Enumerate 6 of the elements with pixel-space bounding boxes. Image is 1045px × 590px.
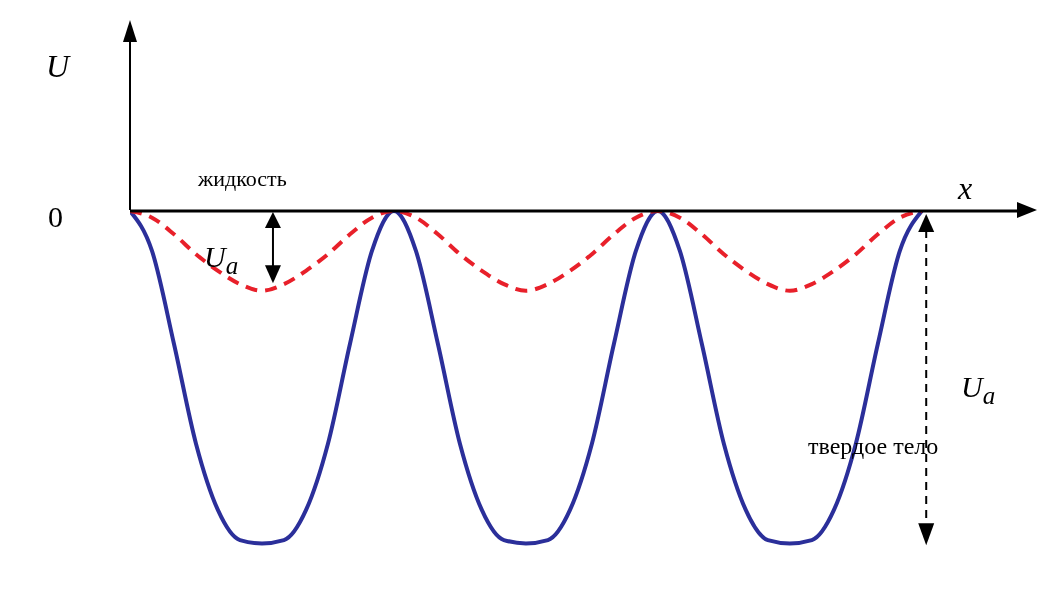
text: жидкость	[198, 166, 287, 192]
y-axis-title: U	[46, 48, 70, 85]
text: 0	[48, 200, 63, 234]
text: U$_{a}$	[961, 370, 996, 410]
x-axis-title: x	[958, 170, 973, 207]
annotation: U$_{a}$	[204, 240, 239, 280]
